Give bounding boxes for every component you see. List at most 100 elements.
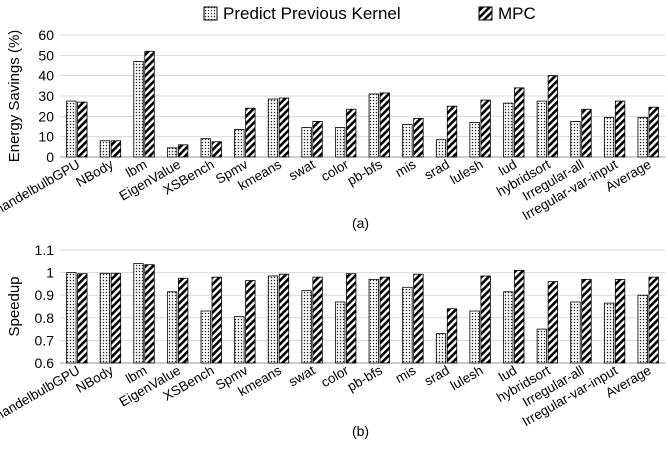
chart-caption: (a) xyxy=(352,215,369,231)
bar-predict xyxy=(637,294,648,364)
x-category-label: NBody xyxy=(73,362,116,395)
y-tick-label: 60 xyxy=(38,27,54,43)
bar-predict xyxy=(166,291,178,364)
bar-predict xyxy=(402,286,413,364)
bar-mpc xyxy=(547,75,559,158)
bar-predict xyxy=(503,291,514,364)
bar-predict xyxy=(637,116,648,158)
x-category-label: pb-bfs xyxy=(345,362,385,394)
bar-mpc xyxy=(648,106,659,158)
bar-mpc xyxy=(648,276,659,364)
bar-mpc xyxy=(110,140,122,158)
bar-mpc xyxy=(245,107,256,158)
bar-predict xyxy=(267,275,279,364)
x-category-label: srad xyxy=(422,363,452,389)
bar-mpc xyxy=(547,281,559,364)
x-category-label: lulesh xyxy=(448,363,486,394)
bar-mpc xyxy=(278,97,290,158)
bar-predict xyxy=(335,301,346,364)
y-tick-label: 50 xyxy=(38,47,54,63)
bar-predict xyxy=(469,310,480,364)
bar-predict xyxy=(301,127,312,158)
bar-predict xyxy=(368,278,379,364)
bar-predict xyxy=(200,310,211,364)
bar-predict xyxy=(301,290,312,364)
bar-mpc xyxy=(413,117,424,158)
bar-predict xyxy=(66,100,77,158)
legend-label-mpc: MPC xyxy=(498,4,536,23)
bar-mpc xyxy=(77,101,88,158)
bar-predict xyxy=(267,98,279,158)
bar-mpc xyxy=(144,264,155,364)
y-axis-title: Speedup xyxy=(6,276,23,336)
legend: Predict Previous Kernel MPC xyxy=(203,4,536,23)
bar-predict xyxy=(503,102,514,158)
bar-predict xyxy=(603,116,615,158)
bar-mpc xyxy=(446,308,458,364)
y-tick-label: 40 xyxy=(38,68,54,84)
y-tick-label: 0.7 xyxy=(35,332,55,348)
bar-mpc xyxy=(144,50,155,158)
bar-mpc xyxy=(614,278,626,364)
bar-predict xyxy=(570,301,581,364)
bar-predict xyxy=(200,138,211,158)
bar-predict xyxy=(603,302,615,364)
bar-mpc xyxy=(514,87,525,158)
bar-predict xyxy=(469,122,480,158)
x-category-label: pb-bfs xyxy=(345,156,385,188)
y-tick-label: 0.6 xyxy=(35,355,55,371)
bar-predict xyxy=(335,127,346,158)
x-category-label: swat xyxy=(286,362,318,389)
bar-mpc xyxy=(278,273,290,364)
bar-mpc xyxy=(211,276,222,364)
bar-mpc xyxy=(514,269,525,364)
y-tick-label: 1 xyxy=(46,265,54,281)
legend-swatch-mpc xyxy=(478,6,493,21)
bar-predict xyxy=(402,124,413,158)
x-category-label: srad xyxy=(422,157,452,183)
bar-mpc xyxy=(177,144,189,158)
bar-mpc xyxy=(177,277,189,364)
y-axis-title: Energy Savings (%) xyxy=(6,30,23,163)
bar-mpc xyxy=(346,273,357,364)
y-tick-label: 0.9 xyxy=(35,287,55,303)
bar-mpc xyxy=(211,141,222,158)
bar-mpc xyxy=(480,275,491,364)
y-tick-label: 20 xyxy=(38,108,54,124)
bar-mpc xyxy=(581,108,592,158)
bar-predict xyxy=(234,316,245,364)
bar-mpc xyxy=(312,121,323,158)
bar-mpc xyxy=(413,273,424,364)
bar-mpc xyxy=(346,108,357,158)
bar-mpc xyxy=(379,92,390,158)
bar-mpc xyxy=(446,105,458,158)
x-category-label: mandelbulbGPU xyxy=(0,157,82,220)
bar-predict xyxy=(133,61,144,158)
bar-mpc xyxy=(379,276,390,364)
bar-predict xyxy=(368,93,379,158)
bar-mpc xyxy=(110,272,122,364)
bar-mpc xyxy=(581,278,592,364)
bar-predict xyxy=(435,139,447,158)
bar-predict xyxy=(66,272,77,364)
x-category-label: mis xyxy=(393,362,419,386)
x-category-label: mandelbulbGPU xyxy=(0,363,82,426)
legend-swatch-predict xyxy=(203,6,218,21)
x-category-label: lulesh xyxy=(448,157,486,188)
energy-savings-chart: 0 10 20 30 40 50 60 Energy Savings (%)mandelbul… xyxy=(0,27,665,231)
x-category-label: mis xyxy=(393,156,419,180)
bar-mpc xyxy=(77,273,88,364)
x-category-label: NBody xyxy=(73,156,116,189)
bar-mpc xyxy=(312,276,323,364)
bar-predict xyxy=(166,147,178,158)
y-tick-label: 0 xyxy=(46,149,54,165)
bar-predict xyxy=(99,272,111,364)
bar-predict xyxy=(570,121,581,158)
y-tick-label: 30 xyxy=(38,88,54,104)
bar-predict xyxy=(133,263,144,364)
bar-mpc xyxy=(480,99,491,158)
bar-predict xyxy=(435,333,447,364)
bar-mpc xyxy=(245,280,256,364)
x-category-label: swat xyxy=(286,156,318,183)
